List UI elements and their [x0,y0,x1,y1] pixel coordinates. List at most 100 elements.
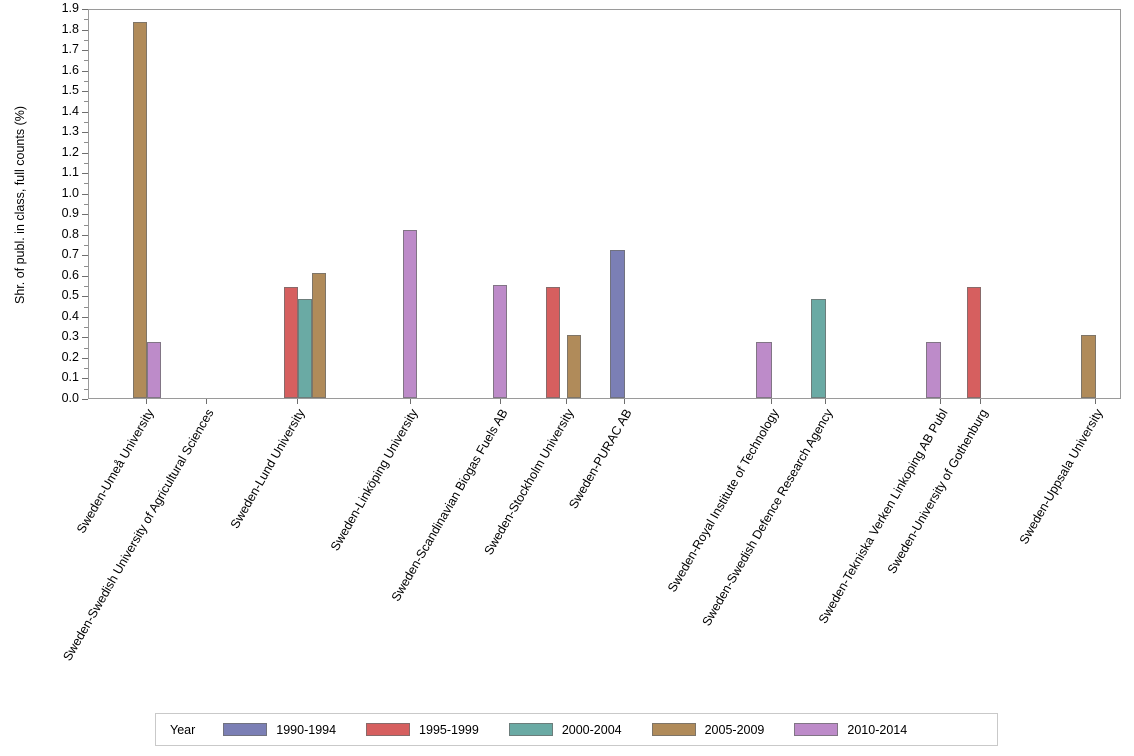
y-tick-label: 1.4 [61,103,79,118]
bar[interactable] [493,285,507,398]
legend-label: 1990-1994 [276,722,337,737]
y-tick-mark [82,316,88,318]
y-tick-label: 1.7 [61,42,79,57]
bar[interactable] [811,299,826,398]
y-tick-mark [82,193,88,195]
y-tick-mark [82,152,88,154]
y-tick-mark [82,214,88,216]
y-tick-mark [82,132,88,134]
x-tick-mark [146,399,147,404]
y-tick-label: 0.3 [61,329,79,344]
bar[interactable] [567,335,581,398]
bar[interactable] [133,22,147,398]
bar[interactable] [147,341,161,398]
y-tick-mark [82,337,88,339]
legend-title: Year [170,722,196,737]
legend-item[interactable]: 2000-2004 [508,722,622,737]
legend-item[interactable]: 2010-2014 [794,723,907,737]
x-tick-mark [206,399,207,404]
bars-container [89,10,1120,398]
x-tick-mark [410,399,411,404]
y-minor-tick-mark [84,60,88,62]
y-tick-label: 1.2 [61,144,79,159]
y-minor-tick-mark [84,245,88,247]
bar[interactable] [403,229,417,398]
y-tick-label: 1.5 [61,83,79,98]
y-minor-tick-mark [84,368,88,370]
y-tick-label: 0.7 [61,247,79,262]
bar[interactable] [610,250,625,398]
y-tick-label: 0.8 [61,226,79,241]
y-minor-tick-mark [84,101,88,103]
legend-items: 1990-1994 1995-1999 2000-2004 2005-2009 2010… [223,723,937,737]
y-minor-tick-mark [84,19,88,21]
y-tick-mark [82,29,88,31]
legend-swatch [651,723,696,736]
y-tick-mark [82,111,88,113]
plot-area [88,9,1121,399]
x-tick-mark [566,399,567,404]
y-minor-tick-mark [84,142,88,144]
bar[interactable] [546,287,560,398]
legend-item[interactable]: 1995-1999 [366,723,479,737]
x-tick-mark [500,399,501,404]
legend-item[interactable]: 1990-1994 [223,723,336,737]
y-minor-tick-mark [84,224,88,226]
y-tick-mark [82,275,88,277]
y-minor-tick-mark [84,80,88,82]
y-minor-tick-mark [84,347,88,349]
x-tick-mark [624,399,625,404]
y-minor-tick-mark [84,162,88,164]
y-tick-label: 1.6 [61,62,79,77]
y-minor-tick-mark [84,327,88,329]
y-tick-mark [82,378,88,380]
y-tick-mark [82,399,88,400]
y-tick-label: 0.1 [61,370,79,385]
y-tick-mark [82,91,88,93]
legend-label: 2000-2004 [561,722,622,737]
y-minor-tick-mark [84,388,88,390]
y-tick-label: 1.3 [61,124,79,139]
y-tick-label: 1.1 [61,165,79,180]
bar[interactable] [1081,335,1096,398]
y-tick-mark [82,255,88,257]
legend-swatch [794,723,839,736]
y-tick-mark [82,173,88,175]
legend-item[interactable]: 2005-2009 [651,722,765,737]
y-tick-mark [82,50,88,52]
y-tick-mark [82,357,88,359]
legend: Year 1990-1994 1995-1999 2000-2004 2005-200… [155,713,998,746]
legend-swatch [366,723,411,736]
bar[interactable] [298,299,312,398]
legend-label: 2010-2014 [847,722,908,737]
y-tick-mark [82,296,88,298]
y-minor-tick-mark [84,306,88,308]
x-tick-mark [825,399,826,404]
legend-swatch [508,723,553,736]
legend-swatch [223,723,268,736]
y-minor-tick-mark [84,265,88,267]
y-tick-label: 1.0 [61,185,79,200]
y-tick-label: 0.6 [61,267,79,282]
y-tick-label: 0.5 [61,288,79,303]
y-tick-label: 0.4 [61,308,79,323]
y-tick-label: 0.9 [61,206,79,221]
y-tick-label: 0.2 [61,349,79,364]
x-tick-mark [297,399,298,404]
y-axis-title: Shr. of publ. in class, full counts (%) [13,106,27,305]
x-tick-mark [940,399,941,404]
y-tick-label: 1.9 [61,1,79,15]
legend-label: 1995-1999 [419,722,479,737]
bar[interactable] [312,272,326,398]
x-tick-mark [980,399,981,404]
y-minor-tick-mark [84,204,88,205]
y-minor-tick-mark [84,286,88,288]
bar[interactable] [926,341,941,398]
x-tick-mark [771,399,772,404]
y-minor-tick-mark [84,39,88,41]
legend-label: 2005-2009 [704,722,765,737]
bar[interactable] [967,287,981,398]
bar[interactable] [284,287,298,398]
bar[interactable] [756,341,772,398]
